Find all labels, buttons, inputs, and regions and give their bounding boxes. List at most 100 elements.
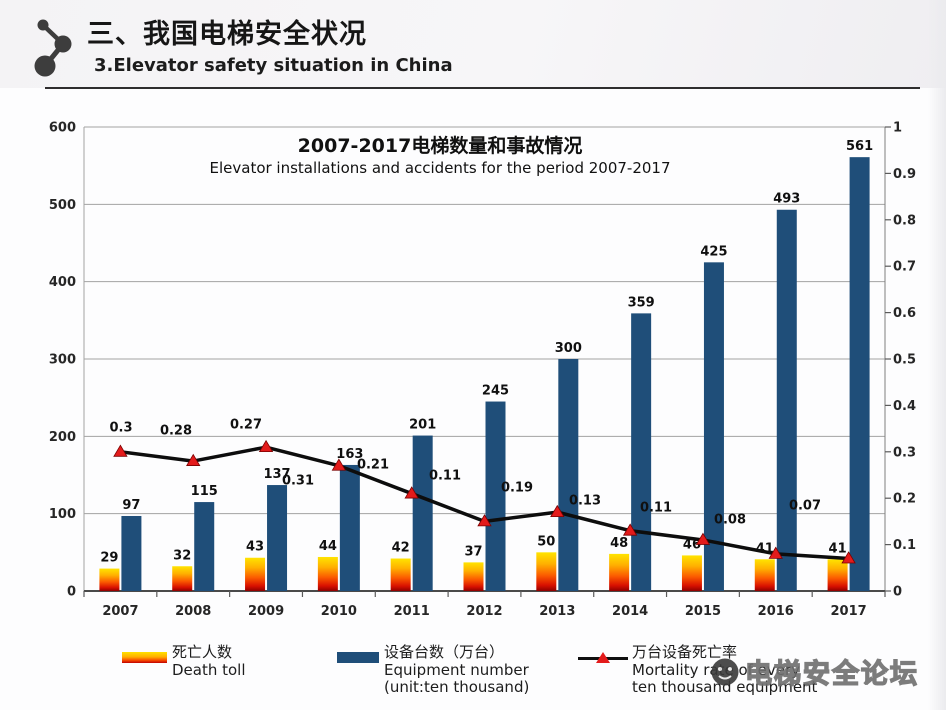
y-right-tick-label: 0.8 (893, 213, 916, 228)
legend-equipment-en1: Equipment number (384, 660, 529, 679)
mortality-marker (404, 486, 419, 499)
watermark-text: 电梯安全论坛 (744, 658, 919, 690)
y-right-tick-label: 0.3 (893, 445, 916, 460)
y-right-tick-label: 0 (893, 585, 902, 600)
death-bar-label: 41 (829, 541, 847, 556)
equipment-bar-label: 425 (700, 244, 727, 259)
y-left-tick-label: 200 (49, 430, 76, 445)
equipment-bar-label: 493 (773, 192, 800, 207)
network-nodes-icon (34, 19, 72, 77)
watermark: 电梯安全论坛 (710, 652, 919, 691)
mortality-marker (550, 504, 565, 518)
x-tick-label: 2013 (539, 604, 575, 619)
death-bar (317, 556, 338, 591)
mortality-marker (622, 523, 638, 536)
legend-mortality-zh: 万台设备死亡率 (632, 643, 738, 661)
death-bar (172, 566, 193, 591)
y-left-tick-label: 400 (49, 275, 76, 290)
death-bar (754, 559, 775, 591)
y-left-tick-label: 0 (67, 585, 76, 600)
mortality-label: 0.11 (429, 469, 461, 484)
x-tick-label: 2010 (321, 604, 357, 619)
mortality-label: 0.31 (282, 474, 314, 489)
y-left-tick-label: 600 (49, 121, 76, 136)
equipment-bar (849, 157, 870, 591)
death-bar-label: 29 (100, 551, 118, 566)
death-bar (827, 559, 848, 591)
death-bar-label: 32 (173, 548, 191, 563)
y-right-tick-label: 0.7 (893, 260, 916, 275)
legend-mortality-en2: ten thousand equipment (632, 678, 818, 696)
equipment-bar-label: 163 (336, 447, 363, 462)
death-bar (390, 558, 411, 591)
legend-equipment-swatch (337, 652, 379, 663)
y-right-tick-label: 0.9 (893, 167, 916, 182)
y-right-tick-label: 0.6 (893, 306, 916, 321)
chart-title-zh: 2007-2017电梯数量和事故情况 (297, 135, 583, 157)
death-bar-label: 42 (392, 541, 410, 556)
mortality-marker (841, 551, 856, 564)
equipment-bar-label: 97 (122, 498, 140, 513)
y-left-tick-label: 300 (49, 353, 76, 368)
mortality-line (118, 445, 851, 561)
mortality-label: 0.3 (109, 421, 132, 436)
legend-equipment: 设备台数（万台） Equipment number (unit:ten thou… (384, 643, 529, 697)
mortality-marker (695, 532, 711, 545)
mortality-marker (186, 453, 201, 466)
mortality-label: 0.07 (789, 499, 821, 514)
legend-death-en: Death toll (172, 660, 246, 679)
y-right-tick-label: 1 (893, 121, 902, 136)
mortality-marker (331, 458, 347, 471)
legend-equipment-zh: 设备台数（万台） (384, 643, 505, 661)
mortality-label: 0.13 (569, 494, 601, 509)
mortality-label: 0.27 (230, 418, 262, 433)
death-bar-label: 50 (537, 534, 555, 549)
page-title-zh: 三、我国电梯安全状况 (87, 19, 367, 50)
death-bar-label: 37 (464, 544, 482, 559)
mortality-label: 0.08 (714, 513, 746, 528)
x-tick-label: 2009 (248, 604, 284, 619)
equipment-bar-label: 115 (191, 484, 218, 499)
header-divider (45, 87, 920, 89)
mortality-label: 0.21 (357, 458, 389, 473)
death-bar (609, 553, 630, 591)
equipment-bar-label: 561 (846, 139, 873, 154)
death-bar (99, 568, 120, 591)
death-bar-label: 43 (246, 540, 264, 555)
legend-death: 死亡人数 Death toll (172, 643, 246, 679)
equipment-bar (703, 262, 724, 591)
mortality-marker (477, 514, 492, 527)
x-tick-label: 2007 (102, 604, 138, 619)
y-right-tick-label: 0.2 (893, 492, 916, 507)
header-band (0, 0, 946, 88)
equipment-bar (121, 515, 142, 591)
equipment-bar (267, 485, 288, 591)
legend-death-zh: 死亡人数 (172, 643, 233, 661)
mortality-label: 0.28 (160, 424, 192, 439)
legend-mortality: 万台设备死亡率 Mortality rate of every ten thou… (632, 643, 818, 697)
equipment-bar (776, 209, 797, 591)
mortality-marker (768, 546, 783, 559)
equipment-bar-label: 359 (628, 295, 655, 310)
death-bar (681, 555, 702, 591)
death-bar-label: 46 (683, 537, 701, 552)
watermark-logo-icon (711, 658, 739, 685)
x-tick-label: 2011 (394, 604, 430, 619)
death-bar-label: 44 (319, 539, 337, 554)
x-tick-label: 2016 (758, 604, 794, 619)
y-right-tick-label: 0.5 (893, 353, 916, 368)
y-right-tick-label: 0.1 (893, 538, 916, 553)
equipment-bar (412, 435, 433, 591)
mortality-marker (113, 444, 128, 457)
mortality-marker (258, 439, 274, 453)
x-tick-label: 2014 (612, 604, 648, 619)
legend-mortality-swatch (578, 650, 628, 666)
legend-death-swatch (122, 652, 167, 663)
x-tick-label: 2012 (466, 604, 502, 619)
y-left-tick-label: 100 (49, 507, 76, 522)
equipment-bar (631, 313, 652, 591)
death-bar-label: 48 (610, 536, 628, 551)
equipment-bar-label: 201 (409, 418, 436, 433)
